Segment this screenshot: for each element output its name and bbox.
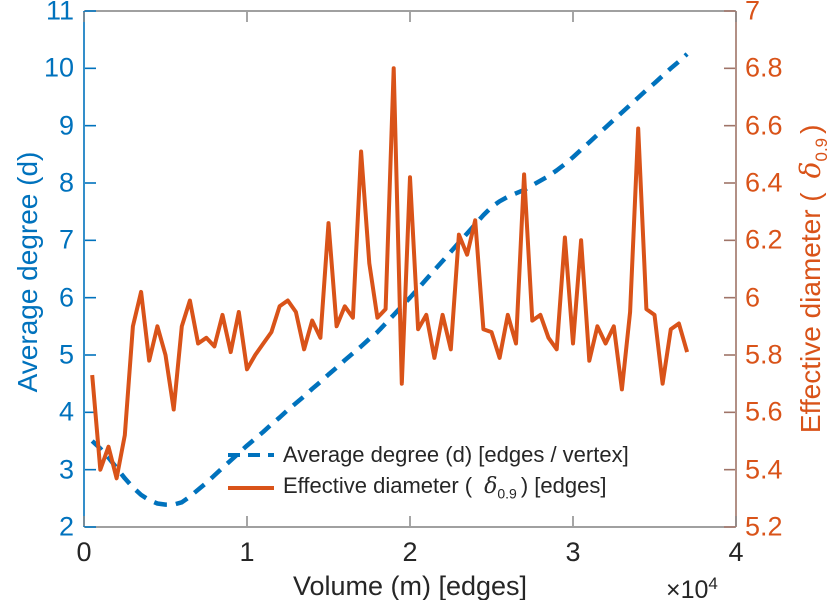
right-y-axis-label-prefix: Effective diameter ( [795, 192, 827, 434]
legend-label-average-degree: Average degree (d) [edges / vertex] [283, 442, 629, 467]
right-y-axis-label-suffix: ) [795, 124, 827, 134]
x-axis-multiplier-base: ×10 [666, 576, 709, 600]
x-tick-label: 0 [76, 537, 92, 567]
left-y-tick-label: 4 [58, 396, 74, 427]
left-y-tick-label: 8 [58, 167, 74, 198]
x-axis-multiplier: ×104 [666, 574, 718, 600]
right-y-tick-label: 7 [745, 0, 761, 26]
right-y-tick-label: 5.2 [745, 511, 783, 542]
left-y-tick-label: 2 [58, 511, 74, 542]
legend-item-effective-diameter: Effective diameter ( δ0.9) [edges] [228, 473, 629, 503]
delta-subscript: 0.9 [811, 137, 831, 162]
right-y-tick-label: 5.8 [745, 339, 783, 370]
legend-delta-subscript: 0.9 [497, 485, 517, 502]
legend-delta-symbol: δ [484, 474, 498, 500]
x-tick-label: 1 [239, 537, 255, 567]
right-y-tick-label: 5.6 [745, 396, 783, 427]
right-y-tick-label: 6 [745, 282, 761, 313]
right-y-tick-label: 6.8 [745, 52, 783, 83]
left-y-tick-label: 3 [58, 454, 74, 485]
x-axis-multiplier-exponent: 4 [708, 574, 718, 593]
legend-dashed-line-sample [228, 452, 274, 458]
right-y-tick-label: 6.2 [745, 224, 783, 255]
left-y-tick-label: 10 [43, 52, 74, 83]
left-y-tick-label: 11 [45, 0, 74, 26]
left-y-tick-label: 7 [58, 224, 74, 255]
right-y-axis-label: Effective diameter ( δ0.9) [794, 44, 832, 514]
left-y-tick-label: 9 [58, 110, 74, 141]
legend-solid-line-sample [228, 486, 274, 490]
left-y-tick-label: 6 [58, 282, 74, 313]
x-tick-label: 2 [402, 537, 418, 567]
legend: Average degree (d) [edges / vertex] Effe… [228, 440, 629, 506]
right-y-tick-label: 6.6 [745, 110, 783, 141]
delta-symbol: δ [794, 161, 828, 179]
legend-label-suffix: ) [edges] [520, 473, 607, 499]
average-degree-line [90, 52, 689, 507]
right-y-tick-label: 6.4 [745, 167, 783, 198]
legend-label-prefix: Effective diameter ( [283, 473, 473, 499]
effective-diameter-line [90, 66, 690, 481]
legend-label-effective-diameter: Effective diameter ( δ0.9) [edges] [283, 473, 607, 502]
x-tick-label: 3 [565, 537, 581, 567]
x-tick-label: 4 [728, 537, 744, 567]
left-y-axis-label-text: Average degree (d) [12, 151, 43, 393]
left-y-axis-label: Average degree (d) [12, 32, 44, 512]
right-y-tick-label: 5.4 [745, 454, 783, 485]
left-y-tick-label: 5 [58, 339, 74, 370]
x-axis-label: Volume (m) [edges] [292, 571, 528, 600]
legend-item-average-degree: Average degree (d) [edges / vertex] [228, 440, 629, 470]
